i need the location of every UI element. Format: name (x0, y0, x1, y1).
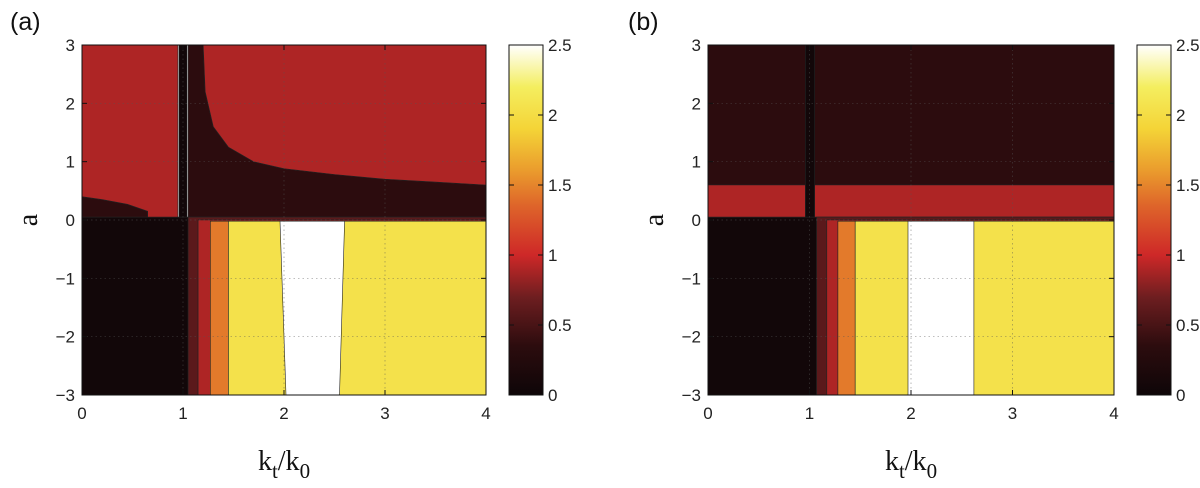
contour-region (814, 184, 1114, 218)
y-tick-label: 1 (66, 153, 75, 172)
contour-region (826, 219, 1114, 395)
contour-region (805, 45, 815, 218)
colorbar-gradient (508, 44, 544, 396)
x-tick-label: 0 (703, 404, 712, 423)
y-tick-label: 2 (692, 94, 701, 113)
contour-region (82, 216, 189, 395)
y-tick-label: 3 (692, 36, 701, 55)
contour-region (708, 216, 817, 395)
contour-region (187, 216, 486, 395)
x-axis-label: kt/k0 (258, 446, 310, 483)
contour-region (837, 220, 856, 395)
x-tick-label: 1 (805, 404, 814, 423)
x-tick-label: 2 (906, 404, 915, 423)
x-tick-label: 1 (178, 404, 187, 423)
colorbar-tick-label: 0.5 (1176, 316, 1200, 335)
colorbar: 0 0.5 1 1.5 2 2.5 (1136, 36, 1200, 405)
colorbar-tick-label: 1.5 (548, 176, 572, 195)
y-tick-label: 0 (692, 211, 701, 230)
colorbar: 0 0.5 1 1.5 2 2.5 (508, 36, 572, 405)
x-tick-label: 0 (77, 404, 86, 423)
colorbar-tick-label: 1 (548, 246, 557, 265)
panel-b: 0 1 2 3 4 −3 −2 −1 0 1 2 3 (b) a kt/k0 0 0.5 1 1.5 2 2.5 (628, 8, 1200, 483)
y-tick-label: −2 (682, 328, 701, 347)
colorbar-tick-label: 2 (548, 106, 557, 125)
panel-label: (b) (628, 8, 659, 36)
x-tick-label: 3 (380, 404, 389, 423)
colorbar-tick-label: 2 (1176, 106, 1185, 125)
contour-region (816, 216, 1114, 395)
y-axis-label: a (639, 213, 670, 226)
contour-region (197, 219, 486, 395)
grid (708, 45, 1114, 395)
plot-area (82, 45, 486, 395)
contour-region (228, 220, 486, 395)
y-tick-label: −1 (56, 269, 75, 288)
x-tick-label: 4 (481, 404, 490, 423)
y-tick-label: 0 (66, 211, 75, 230)
colorbar-tick-label: 1.5 (1176, 176, 1200, 195)
plot-area (708, 45, 1114, 395)
colorbar-gradient (1136, 44, 1172, 396)
y-tick-label: −3 (56, 386, 75, 405)
colorbar-tick-label: 0.5 (548, 316, 572, 335)
contour-region (279, 220, 345, 395)
contour-region (708, 184, 806, 218)
colorbar-tick-label: 0 (548, 386, 557, 405)
contour-region (814, 45, 1114, 186)
y-axis-label: a (13, 213, 44, 226)
colorbar-tick-label: 2.5 (548, 36, 572, 55)
x-axis-label: kt/k0 (885, 446, 937, 483)
x-tick-label: 2 (279, 404, 288, 423)
contour-region (82, 45, 179, 218)
x-tick-label: 3 (1008, 404, 1017, 423)
y-tick-label: 1 (692, 153, 701, 172)
colorbar-tick-label: 1 (1176, 246, 1185, 265)
y-tick-label: 3 (66, 36, 75, 55)
contour-region (907, 220, 975, 395)
y-tick-label: −1 (682, 269, 701, 288)
x-tick-label: 4 (1109, 404, 1118, 423)
y-tick-label: −2 (56, 328, 75, 347)
contour-region (210, 220, 229, 395)
contour-region (854, 220, 1114, 395)
y-tick-label: 2 (66, 94, 75, 113)
y-tick-label: −3 (682, 386, 701, 405)
colorbar-tick-label: 2.5 (1176, 36, 1200, 55)
contour-region (708, 45, 806, 186)
colorbar-tick-label: 0 (1176, 386, 1185, 405)
contour-region (202, 45, 486, 186)
panel-a: 0 1 2 3 4 −3 −2 −1 0 1 2 3 (a) a kt/k0 0 0.5 1 1.5 2 2.5 (10, 8, 572, 483)
panel-label: (a) (10, 8, 41, 36)
